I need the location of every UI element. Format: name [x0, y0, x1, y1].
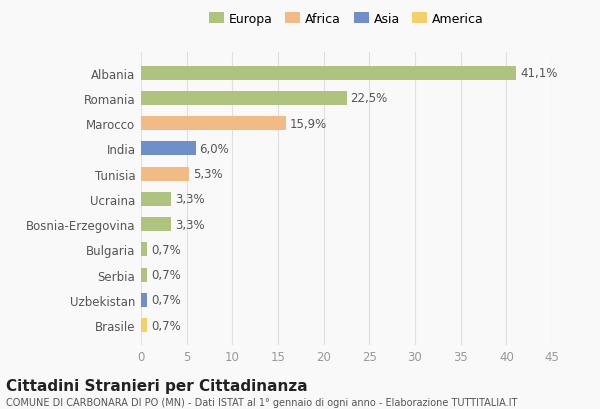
Text: 0,7%: 0,7% — [151, 319, 181, 332]
Text: 6,0%: 6,0% — [199, 142, 229, 155]
Bar — [141, 193, 171, 206]
Text: 0,7%: 0,7% — [151, 294, 181, 307]
Text: COMUNE DI CARBONARA DI PO (MN) - Dati ISTAT al 1° gennaio di ogni anno - Elabora: COMUNE DI CARBONARA DI PO (MN) - Dati IS… — [6, 397, 517, 407]
Bar — [141, 92, 347, 106]
Text: 22,5%: 22,5% — [350, 92, 388, 105]
Bar — [141, 293, 148, 307]
Bar — [141, 268, 148, 282]
Text: 3,3%: 3,3% — [175, 218, 205, 231]
Bar — [141, 117, 286, 131]
Text: 0,7%: 0,7% — [151, 243, 181, 256]
Bar — [141, 167, 190, 181]
Text: 5,3%: 5,3% — [193, 168, 223, 181]
Bar — [141, 142, 196, 156]
Bar — [141, 243, 148, 257]
Bar — [141, 319, 148, 332]
Text: 41,1%: 41,1% — [520, 67, 557, 80]
Text: 15,9%: 15,9% — [290, 117, 327, 130]
Bar — [141, 218, 171, 231]
Text: 0,7%: 0,7% — [151, 268, 181, 281]
Text: Cittadini Stranieri per Cittadinanza: Cittadini Stranieri per Cittadinanza — [6, 378, 308, 393]
Bar — [141, 66, 517, 80]
Legend: Europa, Africa, Asia, America: Europa, Africa, Asia, America — [209, 13, 484, 26]
Text: 3,3%: 3,3% — [175, 193, 205, 206]
